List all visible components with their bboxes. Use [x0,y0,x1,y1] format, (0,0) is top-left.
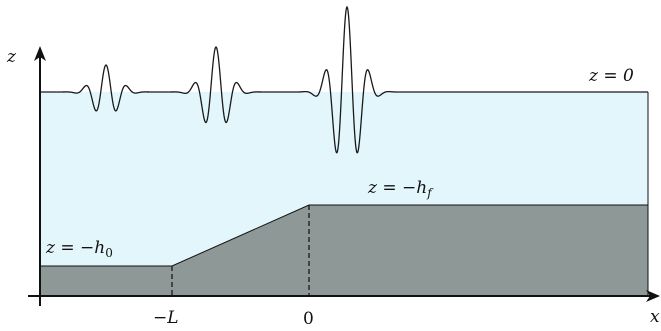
x-axis-label: x [650,307,660,327]
z-axis-label: z [6,47,17,67]
shelf-depth-label-main: z = −h [367,178,427,198]
shelf-depth-label: z = −hf [367,178,434,200]
deep-depth-label-main: z = −h [45,238,105,258]
tick-label-minus-L: −L [153,308,179,328]
surface-level-label: z = 0 [588,66,634,86]
z-axis-arrowhead [34,46,46,61]
deep-depth-label: z = −h0 [45,238,113,260]
x-axis-arrowhead [646,290,660,302]
tick-label-zero: 0 [303,309,314,329]
deep-depth-label-sub: 0 [105,246,113,260]
shelf-depth-label-sub: f [426,186,434,200]
wave-surface-line [40,5,648,154]
